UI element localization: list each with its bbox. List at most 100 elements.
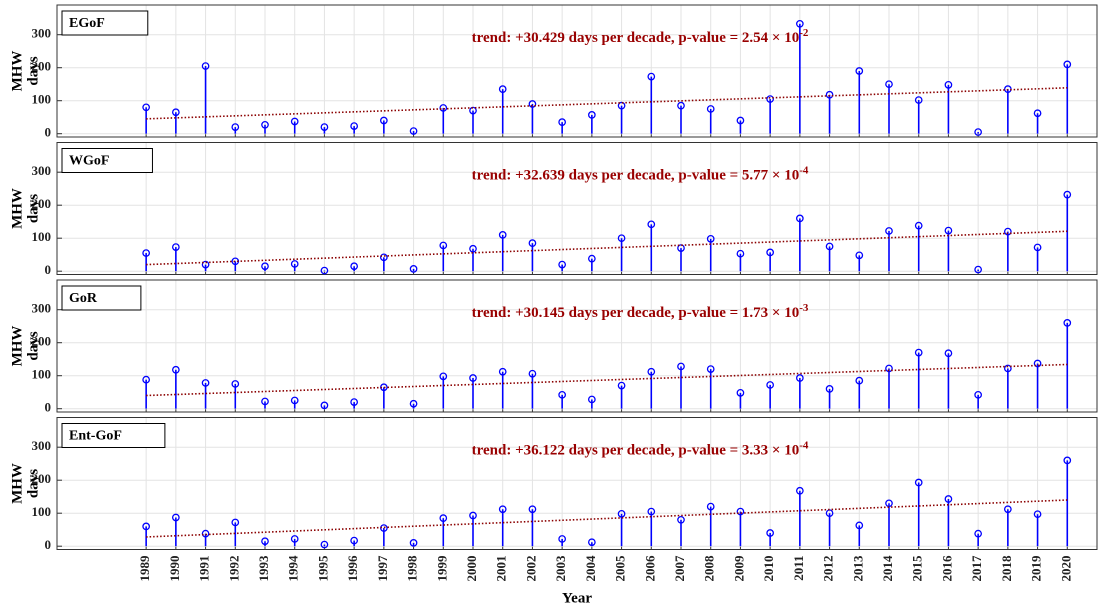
stem-marker xyxy=(350,536,358,545)
y-tick-label: 300 xyxy=(32,26,52,41)
stem-marker xyxy=(766,529,774,537)
y-tick-label: 200 xyxy=(32,471,52,486)
stem-marker xyxy=(1063,190,1072,199)
stem-marker xyxy=(1004,364,1012,373)
stem-marker xyxy=(380,116,388,125)
annotation-text: trend: +30.429 days per decade, p-value … xyxy=(472,30,800,46)
stem-marker xyxy=(677,515,685,524)
stem-marker xyxy=(439,104,448,112)
x-tick-label: 2011 xyxy=(791,556,806,581)
y-tick-label: 300 xyxy=(32,163,52,178)
stem-marker xyxy=(409,539,418,547)
panel-title: GoR xyxy=(69,291,98,306)
x-tick-label: 2000 xyxy=(464,556,479,582)
x-tick-label: 1990 xyxy=(167,556,182,582)
x-tick-label: 1991 xyxy=(197,556,212,582)
y-axis-label: MHW xyxy=(9,326,25,367)
x-tick-label: 1993 xyxy=(256,555,271,582)
y-axis-label: MHW xyxy=(9,188,25,229)
x-tick-label: 2013 xyxy=(850,555,865,582)
stem-marker xyxy=(825,90,834,99)
stem-marker xyxy=(558,390,566,399)
stem-marker xyxy=(261,262,269,271)
stem-marker xyxy=(825,242,834,251)
annotation-exponent: -3 xyxy=(799,302,809,314)
stem-marker xyxy=(1063,319,1072,327)
y-axis-label: days xyxy=(25,331,41,360)
stem-marker xyxy=(498,505,507,514)
x-tick-label: 2008 xyxy=(702,555,717,582)
stem-marker xyxy=(1033,359,1042,368)
stem-marker xyxy=(736,116,745,125)
stem-marker xyxy=(1033,243,1042,252)
stem-marker xyxy=(201,62,210,70)
x-tick-label: 1999 xyxy=(434,555,449,582)
stem-marker xyxy=(974,390,982,399)
stem-marker xyxy=(588,111,596,119)
annotation-exponent: -2 xyxy=(799,27,809,39)
x-tick-label: 1994 xyxy=(286,555,301,582)
stem-marker xyxy=(885,80,893,89)
stem-marker xyxy=(439,372,448,381)
x-tick-label: 2018 xyxy=(999,555,1014,582)
stem-marker xyxy=(736,389,745,397)
stem-marker xyxy=(796,214,804,223)
y-tick-label: 300 xyxy=(32,438,52,453)
stem-marker xyxy=(617,101,626,110)
trend-annotation: trend: +36.122 days per decade, p-value … xyxy=(472,439,809,459)
stem-marker xyxy=(409,399,418,408)
stem-marker xyxy=(588,254,596,263)
y-tick-label: 0 xyxy=(45,400,52,415)
stem-marker xyxy=(172,365,180,374)
stem-marker xyxy=(439,514,448,523)
stem-marker xyxy=(1033,510,1042,519)
stem-marker xyxy=(172,243,180,251)
panel-title: EGoF xyxy=(69,16,105,31)
x-tick-label: 2012 xyxy=(821,556,836,582)
stem-marker xyxy=(142,249,150,257)
stem-marker xyxy=(885,364,893,373)
y-tick-label: 100 xyxy=(32,229,52,244)
stem-marker xyxy=(736,507,745,516)
x-tick-label: 2001 xyxy=(494,556,509,582)
stem-marker xyxy=(588,395,596,404)
y-axis-label: days xyxy=(25,469,41,498)
stem-marker xyxy=(1004,227,1012,236)
y-tick-label: 100 xyxy=(32,504,52,519)
stem-marker xyxy=(201,529,210,538)
stem-marker xyxy=(528,100,537,108)
x-tick-label: 2007 xyxy=(672,555,687,582)
x-tick-label: 2003 xyxy=(553,555,568,582)
stem-marker xyxy=(290,396,299,405)
stem-marker xyxy=(796,486,804,495)
stem-marker xyxy=(142,103,150,112)
axes-box xyxy=(56,142,1098,275)
plot-area xyxy=(57,5,1097,137)
y-tick-label: 0 xyxy=(45,262,52,277)
stem-marker xyxy=(469,106,477,115)
stem-marker xyxy=(914,221,923,230)
stem-marker xyxy=(1063,60,1072,69)
x-tick-label: 2006 xyxy=(642,555,657,582)
stem-marker xyxy=(201,260,210,269)
stem-marker xyxy=(944,81,953,89)
stem-marker xyxy=(885,227,893,235)
stem-marker xyxy=(409,265,418,273)
title-box xyxy=(61,10,149,36)
stem-marker xyxy=(914,96,923,104)
stem-marker xyxy=(647,72,656,81)
stem-marker xyxy=(320,540,329,549)
y-tick-label: 200 xyxy=(32,334,52,349)
stem-marker xyxy=(855,376,864,385)
stem-marker xyxy=(677,101,685,110)
y-tick-label: 0 xyxy=(45,537,52,552)
stem-marker xyxy=(677,244,685,252)
x-tick-label: 1995 xyxy=(315,555,330,582)
x-axis-label: Year xyxy=(562,590,592,606)
panel-title: WGoF xyxy=(69,154,109,169)
stem-marker xyxy=(617,381,626,390)
x-tick-label: 2016 xyxy=(939,555,954,582)
stem-marker xyxy=(617,234,626,243)
x-tick-label: 2002 xyxy=(523,556,538,582)
